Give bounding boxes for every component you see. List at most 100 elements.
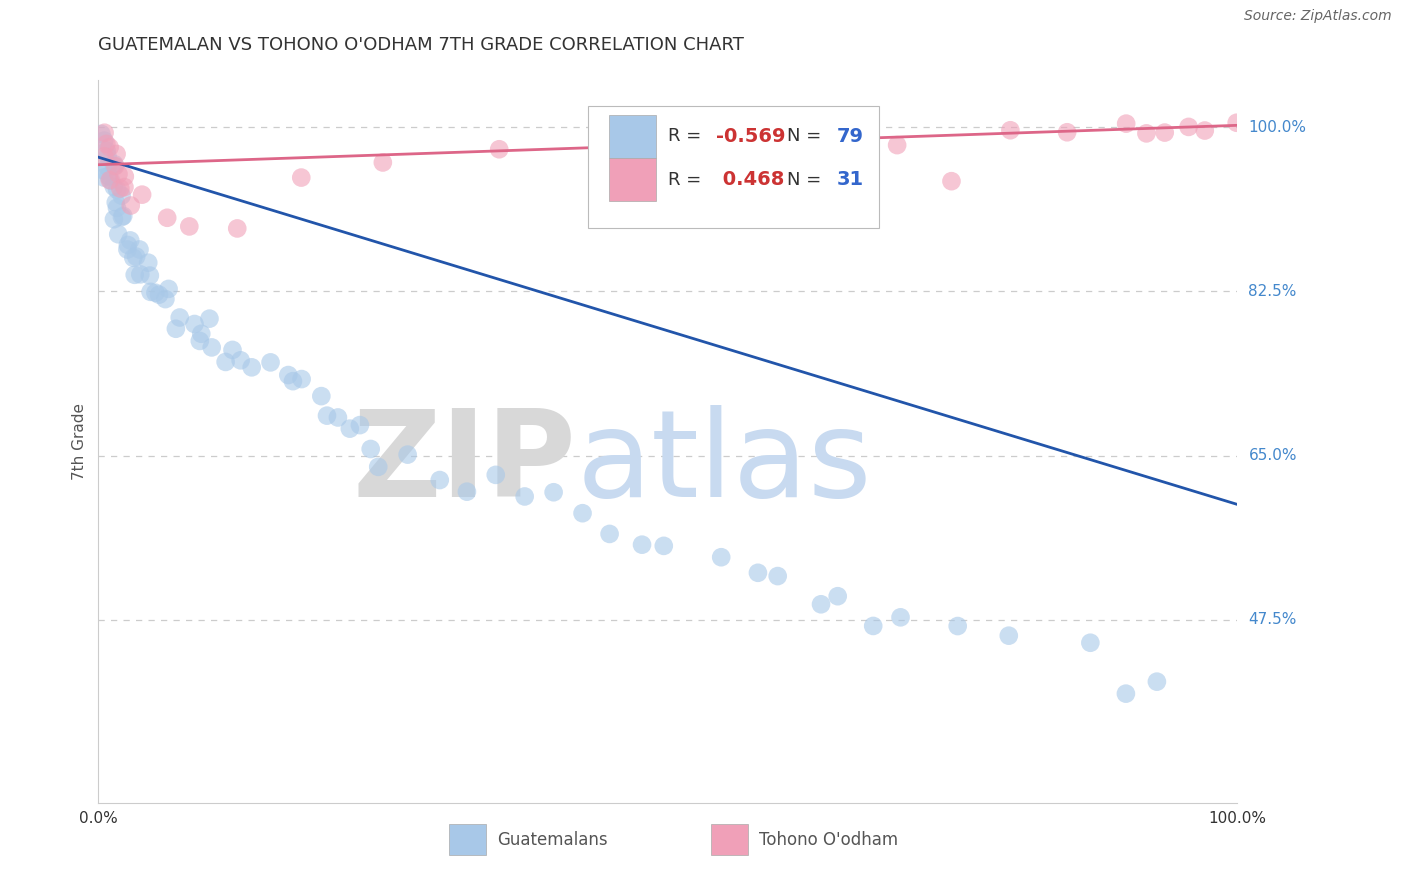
Point: [155, 292, 177, 306]
Point: [201, 340, 224, 354]
Text: 31: 31: [837, 170, 863, 189]
Point: [107, 227, 129, 242]
Point: [107, 167, 129, 181]
Point: [139, 285, 162, 299]
Point: [114, 169, 136, 184]
Point: [1115, 117, 1137, 131]
FancyBboxPatch shape: [609, 158, 657, 201]
Point: [1056, 125, 1078, 139]
Text: R =: R =: [668, 128, 707, 145]
Text: Tohono O'odham: Tohono O'odham: [759, 830, 898, 848]
Point: [599, 527, 621, 541]
Point: [221, 343, 243, 357]
Point: [110, 181, 132, 195]
Point: [103, 157, 125, 171]
Point: [710, 550, 733, 565]
Point: [281, 374, 304, 388]
Point: [128, 243, 150, 257]
Point: [226, 221, 249, 235]
Point: [179, 219, 201, 234]
Point: [747, 566, 769, 580]
Point: [105, 201, 128, 215]
Text: N =: N =: [787, 170, 827, 188]
Point: [93, 170, 115, 185]
Point: [93, 126, 115, 140]
Text: Guatemalans: Guatemalans: [498, 830, 607, 848]
Point: [997, 629, 1019, 643]
FancyBboxPatch shape: [609, 115, 657, 158]
Text: R =: R =: [668, 170, 707, 188]
Point: [326, 410, 349, 425]
Point: [125, 250, 148, 264]
Point: [98, 140, 121, 154]
Point: [117, 243, 139, 257]
Point: [198, 311, 221, 326]
Point: [316, 409, 339, 423]
Point: [485, 467, 508, 482]
Point: [214, 355, 236, 369]
FancyBboxPatch shape: [588, 105, 879, 228]
Point: [169, 310, 191, 325]
Point: [103, 159, 125, 173]
Point: [311, 389, 333, 403]
Point: [371, 155, 394, 169]
Point: [112, 209, 135, 223]
Point: [96, 160, 118, 174]
Point: [889, 610, 911, 624]
Y-axis label: 7th Grade: 7th Grade: [72, 403, 87, 480]
Point: [120, 234, 142, 248]
Point: [103, 179, 125, 194]
Text: GUATEMALAN VS TOHONO O'ODHAM 7TH GRADE CORRELATION CHART: GUATEMALAN VS TOHONO O'ODHAM 7TH GRADE C…: [98, 36, 744, 54]
Point: [429, 473, 451, 487]
Point: [98, 173, 121, 187]
Point: [93, 163, 115, 178]
Point: [114, 180, 136, 194]
Point: [139, 268, 162, 283]
Point: [396, 448, 419, 462]
Point: [1177, 120, 1199, 134]
Point: [122, 251, 145, 265]
Text: 47.5%: 47.5%: [1249, 612, 1296, 627]
Text: 0.468: 0.468: [716, 170, 785, 189]
Point: [156, 211, 179, 225]
Point: [1226, 116, 1249, 130]
Text: 65.0%: 65.0%: [1249, 448, 1296, 463]
Point: [97, 169, 120, 183]
Point: [97, 150, 120, 164]
Point: [93, 149, 115, 163]
Point: [93, 134, 115, 148]
Point: [652, 539, 675, 553]
Point: [291, 372, 314, 386]
Point: [111, 210, 134, 224]
Text: Source: ZipAtlas.com: Source: ZipAtlas.com: [1244, 9, 1392, 23]
Point: [631, 538, 654, 552]
FancyBboxPatch shape: [711, 824, 748, 855]
Point: [90, 127, 112, 141]
FancyBboxPatch shape: [449, 824, 485, 855]
Point: [145, 285, 167, 300]
Point: [120, 198, 142, 212]
Point: [111, 188, 134, 202]
Point: [290, 170, 312, 185]
Text: atlas: atlas: [576, 405, 872, 522]
Point: [886, 138, 908, 153]
Point: [941, 174, 963, 188]
Point: [165, 322, 187, 336]
Point: [488, 142, 510, 156]
Text: 100.0%: 100.0%: [1249, 120, 1306, 135]
Point: [1000, 123, 1022, 137]
Point: [1146, 674, 1168, 689]
Text: N =: N =: [787, 128, 827, 145]
Point: [766, 569, 789, 583]
Point: [1153, 126, 1175, 140]
Point: [190, 326, 212, 341]
Point: [104, 159, 127, 173]
Point: [1194, 123, 1216, 137]
Point: [810, 597, 832, 611]
Point: [946, 619, 969, 633]
Point: [513, 490, 536, 504]
Point: [105, 147, 128, 161]
Text: 79: 79: [837, 127, 863, 145]
Text: ZIP: ZIP: [353, 405, 576, 522]
Point: [339, 422, 361, 436]
